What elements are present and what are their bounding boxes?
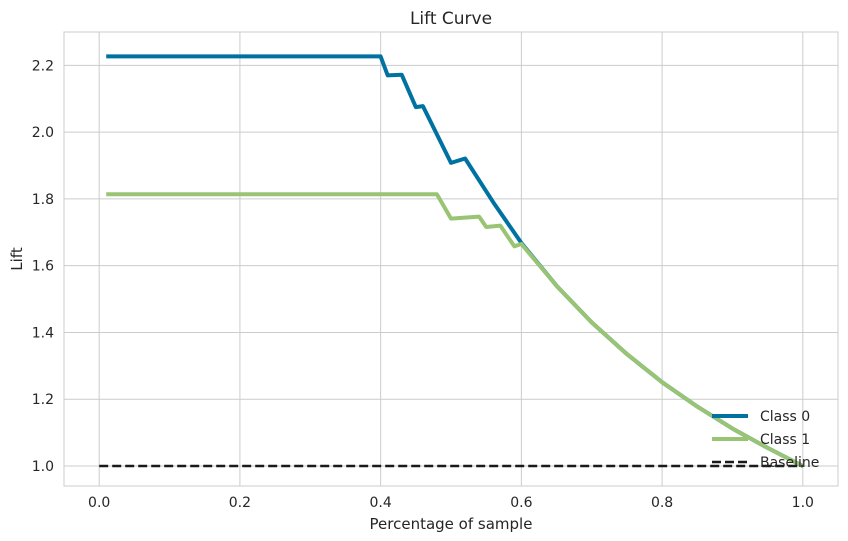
x-tick-label: 0.0 — [88, 495, 110, 511]
y-tick-label: 1.6 — [32, 259, 54, 275]
x-tick-label: 0.2 — [229, 495, 251, 511]
y-axis-label: Lift — [8, 247, 26, 271]
y-tick-label: 1.2 — [32, 392, 54, 408]
y-tick-label: 1.0 — [32, 459, 54, 475]
plot-border — [63, 31, 839, 487]
y-tick-labels: 1.0 1.2 1.4 1.6 1.8 2.0 2.2 — [32, 58, 54, 475]
chart-title: Lift Curve — [410, 9, 492, 29]
y-tick-label: 1.8 — [32, 192, 54, 208]
x-axis-label: Percentage of sample — [370, 515, 533, 533]
y-tick-label: 1.4 — [32, 325, 54, 341]
y-tick-label: 2.2 — [32, 58, 54, 74]
legend-label-class-0: Class 0 — [760, 409, 810, 425]
legend-label-class-1: Class 1 — [760, 432, 810, 448]
plot-area — [64, 32, 838, 486]
x-tick-label: 0.8 — [651, 495, 673, 511]
legend-label-baseline: Baseline — [760, 455, 819, 471]
x-tick-labels: 0.0 0.2 0.4 0.6 0.8 1.0 — [88, 495, 814, 511]
y-tick-label: 2.0 — [32, 125, 54, 141]
x-tick-label: 0.6 — [510, 495, 532, 511]
x-tick-label: 1.0 — [792, 495, 814, 511]
x-tick-label: 0.4 — [370, 495, 392, 511]
grid-lines — [64, 32, 838, 486]
legend: Class 0 Class 1 Baseline — [712, 409, 819, 471]
